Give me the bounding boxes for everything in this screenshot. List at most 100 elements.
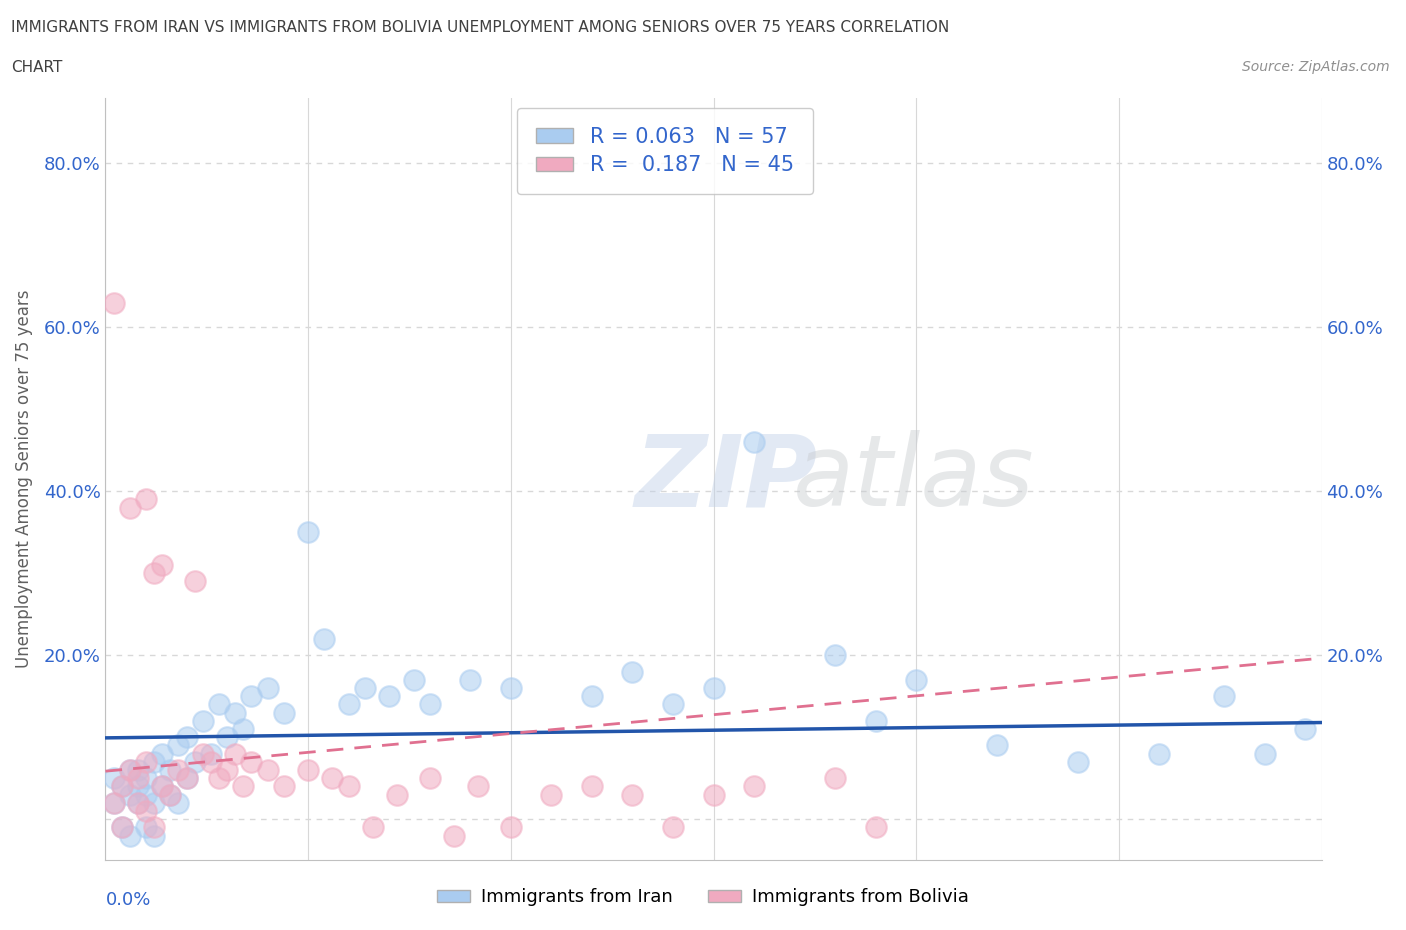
Point [540, 787, 562, 802]
Point [662, 820, 685, 835]
Point [127, 779, 149, 794]
Point [443, 829, 465, 844]
Point [337, 779, 360, 794]
Point [150, 558, 173, 573]
Point [159, 787, 181, 802]
Point [143, 565, 166, 580]
Point [702, 681, 725, 696]
Text: ZIP: ZIP [634, 431, 817, 527]
Point [159, 787, 181, 802]
Point [273, 705, 295, 720]
Point [150, 746, 173, 761]
Point [224, 746, 246, 761]
Point [208, 697, 231, 711]
Point [118, 763, 141, 777]
Point [176, 771, 198, 786]
Point [402, 672, 425, 687]
Point [256, 763, 278, 777]
Point [662, 697, 685, 711]
Point [824, 648, 846, 663]
Point [111, 779, 134, 794]
Point [183, 574, 205, 589]
Legend: Immigrants from Iran, Immigrants from Bolivia: Immigrants from Iran, Immigrants from Bo… [430, 881, 976, 913]
Point [111, 820, 134, 835]
Point [167, 763, 190, 777]
Point [135, 804, 157, 818]
Point [273, 779, 295, 794]
Point [208, 771, 231, 786]
Point [581, 779, 603, 794]
Point [224, 705, 246, 720]
Point [986, 738, 1008, 753]
Point [118, 829, 141, 844]
Point [1254, 746, 1277, 761]
Point [111, 779, 134, 794]
Y-axis label: Unemployment Among Seniors over 75 years: Unemployment Among Seniors over 75 years [14, 290, 32, 668]
Point [337, 697, 360, 711]
Text: IMMIGRANTS FROM IRAN VS IMMIGRANTS FROM BOLIVIA UNEMPLOYMENT AMONG SENIORS OVER : IMMIGRANTS FROM IRAN VS IMMIGRANTS FROM … [11, 20, 949, 35]
Point [256, 681, 278, 696]
Point [118, 763, 141, 777]
Point [742, 779, 765, 794]
Legend: R = 0.063   N = 57, R =  0.187   N = 45: R = 0.063 N = 57, R = 0.187 N = 45 [517, 108, 813, 193]
Point [191, 713, 214, 728]
Point [167, 795, 190, 810]
Point [354, 681, 377, 696]
Point [824, 771, 846, 786]
Text: 0.0%: 0.0% [105, 891, 150, 909]
Point [167, 738, 190, 753]
Point [127, 795, 149, 810]
Point [232, 779, 254, 794]
Point [581, 689, 603, 704]
Point [621, 664, 644, 679]
Point [1067, 754, 1090, 769]
Point [159, 763, 181, 777]
Point [118, 500, 141, 515]
Point [150, 779, 173, 794]
Point [176, 730, 198, 745]
Point [314, 631, 336, 646]
Point [419, 771, 441, 786]
Point [127, 771, 149, 786]
Point [621, 787, 644, 802]
Point [240, 754, 263, 769]
Point [865, 713, 887, 728]
Point [150, 779, 173, 794]
Point [217, 763, 239, 777]
Point [702, 787, 725, 802]
Point [143, 829, 166, 844]
Point [191, 746, 214, 761]
Point [103, 795, 125, 810]
Text: CHART: CHART [11, 60, 63, 75]
Point [127, 763, 149, 777]
Point [127, 795, 149, 810]
Point [135, 754, 157, 769]
Point [419, 697, 441, 711]
Point [176, 771, 198, 786]
Point [297, 763, 319, 777]
Point [387, 787, 409, 802]
Point [297, 525, 319, 539]
Point [143, 754, 166, 769]
Point [103, 295, 125, 310]
Text: atlas: atlas [793, 431, 1035, 527]
Point [217, 730, 239, 745]
Point [183, 754, 205, 769]
Point [135, 787, 157, 802]
Point [321, 771, 343, 786]
Point [905, 672, 928, 687]
Point [111, 820, 134, 835]
Point [103, 795, 125, 810]
Point [378, 689, 401, 704]
Point [1213, 689, 1236, 704]
Point [1149, 746, 1171, 761]
Point [1294, 722, 1316, 737]
Point [135, 820, 157, 835]
Point [742, 434, 765, 449]
Point [143, 820, 166, 835]
Point [135, 771, 157, 786]
Text: Source: ZipAtlas.com: Source: ZipAtlas.com [1241, 60, 1389, 74]
Point [361, 820, 384, 835]
Point [143, 795, 166, 810]
Point [865, 820, 887, 835]
